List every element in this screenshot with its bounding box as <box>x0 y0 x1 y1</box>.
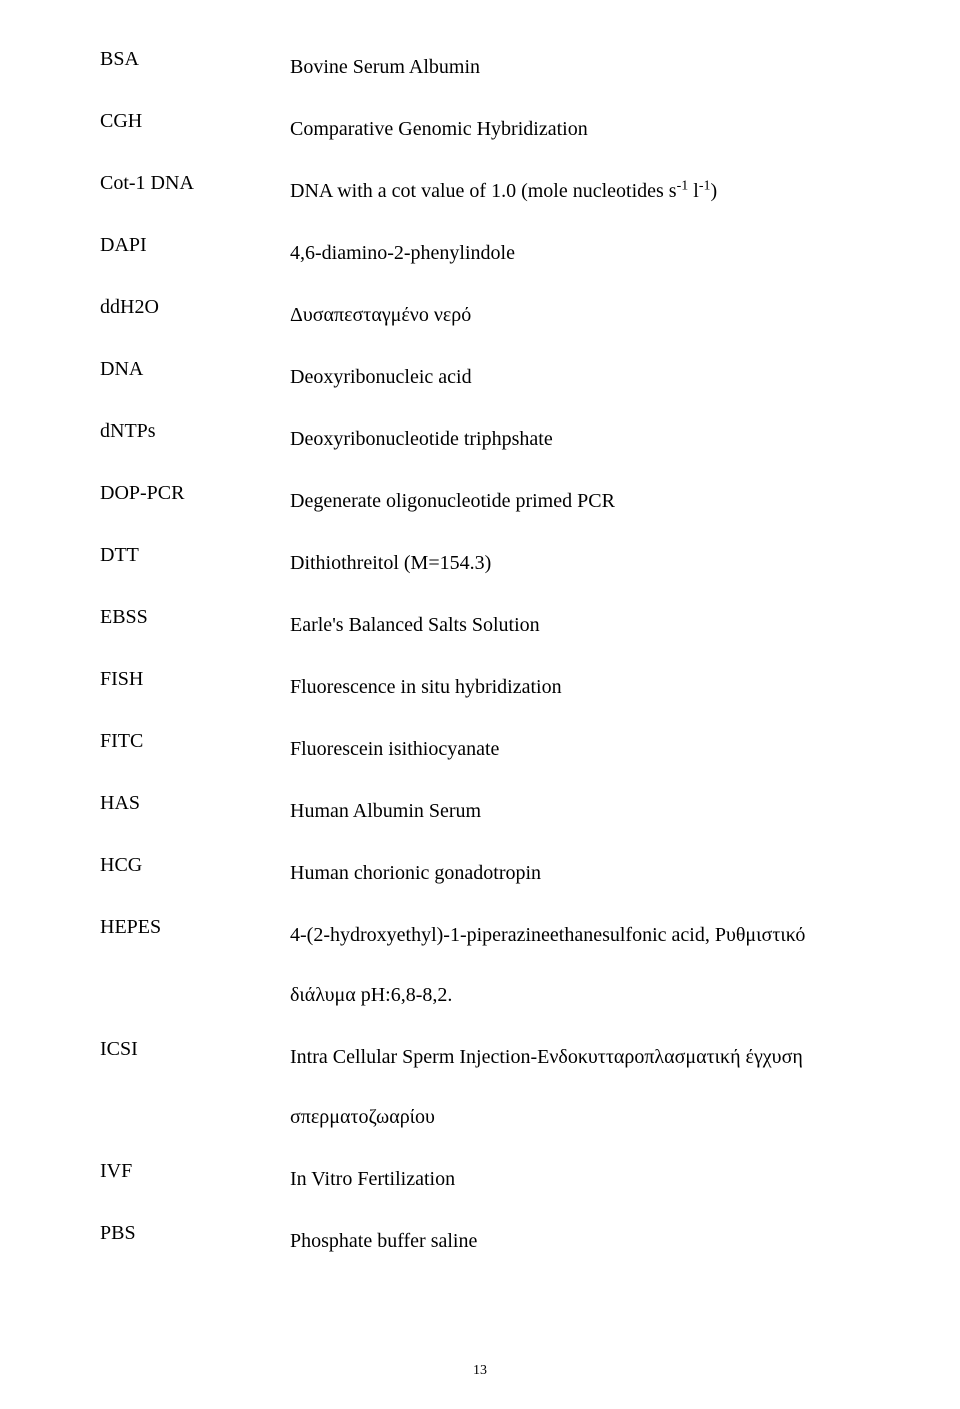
abbr-row: PBSPhosphate buffer saline <box>100 1222 860 1260</box>
abbr-term: DAPI <box>100 234 290 257</box>
abbr-row: dNTPsDeoxyribonucleotide triphpshate <box>100 420 860 458</box>
abbr-term: BSA <box>100 48 290 71</box>
abbr-definition: Fluorescein isithiocyanate <box>290 730 860 768</box>
abbr-def-line: σπερματοζωαρίου <box>290 1098 860 1136</box>
abbr-row: CGHComparative Genomic Hybridization <box>100 110 860 148</box>
abbr-definition: Δυσαπεσταγμένο νερό <box>290 296 860 334</box>
abbr-term: HAS <box>100 792 290 815</box>
abbr-row: DTTDithiothreitol (M=154.3) <box>100 544 860 582</box>
abbr-def-line: Fluorescence in situ hybridization <box>290 668 860 706</box>
abbr-definition: Human Albumin Serum <box>290 792 860 830</box>
abbr-row: FISHFluorescence in situ hybridization <box>100 668 860 706</box>
abbr-definition: DNA with a cot value of 1.0 (mole nucleo… <box>290 172 860 210</box>
abbr-row: BSABovine Serum Albumin <box>100 48 860 86</box>
abbreviation-list: BSABovine Serum Albumin CGHComparative Ge… <box>100 48 860 1260</box>
abbr-term: ddH2O <box>100 296 290 319</box>
abbr-def-line: Dithiothreitol (M=154.3) <box>290 544 860 582</box>
abbr-definition: Intra Cellular Sperm Injection-Ενδοκυττα… <box>290 1038 860 1136</box>
page-number: 13 <box>0 1363 960 1379</box>
abbr-term: IVF <box>100 1160 290 1183</box>
abbr-definition: Bovine Serum Albumin <box>290 48 860 86</box>
abbr-term: DOP-PCR <box>100 482 290 505</box>
abbr-def-line: διάλυμα pH:6,8-8,2. <box>290 976 860 1014</box>
abbr-definition: Fluorescence in situ hybridization <box>290 668 860 706</box>
abbr-term: CGH <box>100 110 290 133</box>
abbr-row: HEPES4-(2-hydroxyethyl)-1-piperazineetha… <box>100 916 860 1014</box>
abbr-def-line: Intra Cellular Sperm Injection-Ενδοκυττα… <box>290 1038 860 1076</box>
abbr-definition: Human chorionic gonadotropin <box>290 854 860 892</box>
abbr-row: DNADeoxyribonucleic acid <box>100 358 860 396</box>
abbr-term: PBS <box>100 1222 290 1245</box>
abbr-def-line: Earle's Balanced Salts Solution <box>290 606 860 644</box>
abbr-row: HASHuman Albumin Serum <box>100 792 860 830</box>
abbr-def-line: Human Albumin Serum <box>290 792 860 830</box>
abbr-definition: Earle's Balanced Salts Solution <box>290 606 860 644</box>
abbr-definition: 4-(2-hydroxyethyl)-1-piperazineethanesul… <box>290 916 860 1014</box>
abbr-row: EBSSEarle's Balanced Salts Solution <box>100 606 860 644</box>
abbr-def-line: DNA with a cot value of 1.0 (mole nucleo… <box>290 172 860 210</box>
abbr-definition: Comparative Genomic Hybridization <box>290 110 860 148</box>
abbr-definition: Deoxyribonucleic acid <box>290 358 860 396</box>
abbr-term: HEPES <box>100 916 290 939</box>
abbr-term: Cot-1 DNA <box>100 172 290 195</box>
abbr-row: IVFIn Vitro Fertilization <box>100 1160 860 1198</box>
abbr-row: DAPI4,6-diamino-2-phenylindole <box>100 234 860 272</box>
abbr-row: HCGHuman chorionic gonadotropin <box>100 854 860 892</box>
abbr-definition: Deoxyribonucleotide triphpshate <box>290 420 860 458</box>
abbr-term: FISH <box>100 668 290 691</box>
abbr-term: EBSS <box>100 606 290 629</box>
abbr-def-line: Δυσαπεσταγμένο νερό <box>290 296 860 334</box>
abbr-term: DTT <box>100 544 290 567</box>
abbr-row: DOP-PCRDegenerate oligonucleotide primed… <box>100 482 860 520</box>
abbr-def-line: Human chorionic gonadotropin <box>290 854 860 892</box>
abbr-def-line: Fluorescein isithiocyanate <box>290 730 860 768</box>
abbr-def-line: In Vitro Fertilization <box>290 1160 860 1198</box>
abbr-definition: In Vitro Fertilization <box>290 1160 860 1198</box>
abbr-definition: Degenerate oligonucleotide primed PCR <box>290 482 860 520</box>
abbr-row: ddH2OΔυσαπεσταγμένο νερό <box>100 296 860 334</box>
abbr-def-line: Phosphate buffer saline <box>290 1222 860 1260</box>
abbr-term: ICSI <box>100 1038 290 1061</box>
abbr-def-line: Bovine Serum Albumin <box>290 48 860 86</box>
abbr-row: Cot-1 DNADNA with a cot value of 1.0 (mo… <box>100 172 860 210</box>
abbr-def-line: 4,6-diamino-2-phenylindole <box>290 234 860 272</box>
abbr-def-line: Degenerate oligonucleotide primed PCR <box>290 482 860 520</box>
abbr-definition: Dithiothreitol (M=154.3) <box>290 544 860 582</box>
abbr-term: FITC <box>100 730 290 753</box>
abbr-def-line: Comparative Genomic Hybridization <box>290 110 860 148</box>
abbr-term: HCG <box>100 854 290 877</box>
abbr-def-line: 4-(2-hydroxyethyl)-1-piperazineethanesul… <box>290 916 860 954</box>
abbr-def-line: Deoxyribonucleic acid <box>290 358 860 396</box>
abbr-row: FITCFluorescein isithiocyanate <box>100 730 860 768</box>
abbr-term: dNTPs <box>100 420 290 443</box>
abbr-definition: 4,6-diamino-2-phenylindole <box>290 234 860 272</box>
abbr-def-line: Deoxyribonucleotide triphpshate <box>290 420 860 458</box>
abbr-row: ICSIIntra Cellular Sperm Injection-Ενδοκ… <box>100 1038 860 1136</box>
abbr-term: DNA <box>100 358 290 381</box>
abbr-definition: Phosphate buffer saline <box>290 1222 860 1260</box>
